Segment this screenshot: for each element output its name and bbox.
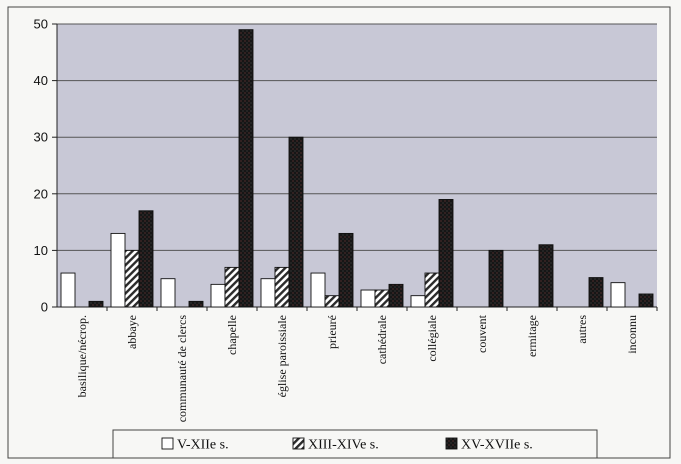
bar-series-3	[238, 29, 254, 308]
legend-label-series-3: XV-XVIIe s.	[461, 438, 533, 453]
bar-series-1	[160, 278, 176, 308]
y-tick-label: 40	[34, 73, 48, 88]
bar-series-2	[374, 289, 390, 308]
y-tick-label: 0	[41, 300, 48, 315]
legend-swatch-series-2	[292, 437, 305, 450]
y-tick-label: 50	[34, 17, 48, 32]
bar-series-3	[438, 199, 454, 308]
bar-series-2	[324, 295, 340, 308]
bar-series-1	[110, 232, 126, 308]
legend: V-XIIe s. XIII-XIVe s. XV-XVIIe s.	[112, 429, 598, 459]
x-category-label: église paroissiale	[275, 315, 289, 397]
x-category-label: inconnu	[625, 315, 639, 354]
legend-label-series-2: XIII-XIVe s.	[308, 438, 379, 453]
bar-series-3	[338, 232, 354, 308]
bar-series-2	[274, 266, 290, 308]
x-category-label: abbaye	[125, 315, 139, 349]
bar-series-3	[588, 277, 604, 308]
y-tick-label: 20	[34, 186, 48, 201]
legend-swatch-series-3	[445, 437, 458, 450]
x-category-label: autres	[575, 315, 589, 344]
bar-series-3	[488, 249, 504, 308]
x-category-label: cathédrale	[375, 315, 389, 364]
bar-series-3	[388, 283, 404, 308]
bar-series-3	[288, 136, 304, 308]
bar-series-3	[88, 300, 104, 308]
bar-series-2	[424, 272, 440, 308]
bar-series-1	[260, 278, 276, 308]
x-category-label: basilique/nécrop.	[75, 315, 89, 397]
x-category-label: communauté de clercs	[175, 315, 189, 423]
x-category-label: couvent	[475, 314, 489, 353]
bar-series-3	[638, 293, 654, 308]
y-tick-label: 10	[34, 243, 48, 258]
x-category-label: prieuré	[325, 315, 339, 349]
bar-series-2	[224, 266, 240, 308]
bar-series-1	[610, 282, 626, 308]
bar-series-1	[410, 295, 426, 308]
bar-series-3	[138, 210, 154, 308]
bar-series-3	[188, 300, 204, 308]
plot-area	[57, 24, 657, 307]
x-category-label: collégiale	[425, 315, 439, 362]
x-category-label: ermitage	[525, 315, 539, 357]
bar-series-1	[210, 283, 226, 308]
legend-label-series-1: V-XIIe s.	[177, 438, 229, 453]
legend-swatch-series-1	[161, 437, 174, 450]
bar-series-1	[360, 289, 376, 308]
bar-series-3	[538, 244, 554, 308]
bar-series-2	[124, 249, 140, 308]
y-tick-label: 30	[34, 130, 48, 145]
x-category-label: chapelle	[225, 315, 239, 355]
legend-box	[112, 429, 598, 459]
bar-series-1	[60, 272, 76, 308]
bar-series-1	[310, 272, 326, 308]
